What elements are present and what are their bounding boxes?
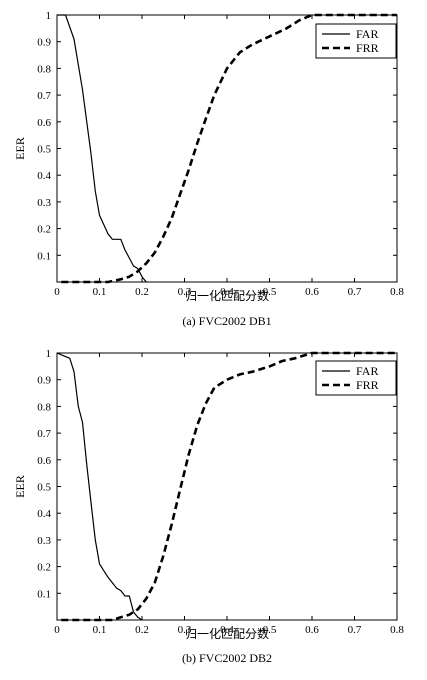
legend-box [315, 23, 397, 59]
y-tick-label: 0.3 [37, 535, 51, 547]
x-axis-label: 归一化匹配分数 [185, 626, 269, 641]
y-tick-label: 0.6 [37, 117, 51, 129]
y-tick-label: 1 [46, 10, 52, 22]
y-tick-label: 0.6 [37, 455, 51, 467]
x-tick-label: 0 [54, 286, 60, 298]
y-tick-label: 0.5 [37, 144, 51, 156]
x-tick-label: 0.4 [220, 286, 234, 298]
legend-label-frr: FRR [356, 41, 379, 55]
x-tick-label: 0.5 [263, 286, 277, 298]
x-tick-label: 0.2 [135, 286, 149, 298]
y-tick-label: 1 [46, 348, 52, 360]
x-tick-label: 0.1 [93, 286, 107, 298]
x-tick-label: 0.8 [390, 286, 404, 298]
x-tick-label: 0 [54, 624, 60, 636]
x-tick-label: 0.7 [348, 624, 362, 636]
y-tick-label: 0.8 [37, 63, 51, 75]
y-tick-label: 0.9 [37, 37, 51, 49]
x-tick-label: 0.4 [220, 624, 234, 636]
chart-panel-b: 0 0.1 0.2 0.3 0.4 0.5 0.6 0.7 0.8 0.1 0.2 0.3 0.4 0.5… [13, 348, 404, 665]
y-tick-label: 0.2 [37, 562, 51, 574]
y-tick-label: 0.7 [37, 90, 51, 102]
y-tick-label: 0.3 [37, 197, 51, 209]
y-tick-label: 0.1 [37, 588, 51, 600]
x-tick-label: 0.2 [135, 624, 149, 636]
x-tick-label: 0.8 [390, 624, 404, 636]
series-line-frr [61, 13, 397, 284]
y-tick-label: 0.7 [37, 428, 51, 440]
x-tick-label: 0.5 [263, 624, 277, 636]
figure-caption: (b) FVC2002 DB2 [182, 651, 272, 665]
x-tick-label: 0.3 [178, 624, 192, 636]
y-tick-label: 0.8 [37, 401, 51, 413]
legend-label-far: FAR [356, 364, 378, 378]
figure-caption: (a) FVC2002 DB1 [182, 314, 271, 328]
x-tick-label: 0.3 [178, 286, 192, 298]
y-tick-label: 0.9 [37, 375, 51, 387]
series-line-far [56, 352, 143, 621]
y-tick-label: 0.5 [37, 482, 51, 494]
y-axis-label: EER [13, 137, 27, 160]
legend-label-far: FAR [356, 27, 378, 41]
y-axis-label: EER [13, 475, 27, 498]
y-tick-label: 0.1 [37, 250, 51, 262]
series-line-frr [61, 351, 397, 622]
x-tick-label: 0.6 [305, 286, 319, 298]
y-tick-label: 0.2 [37, 224, 51, 236]
legend-box [315, 360, 397, 396]
series-line-far [57, 14, 147, 283]
x-tick-label: 0.1 [93, 624, 107, 636]
x-tick-label: 0.7 [348, 286, 362, 298]
y-tick-label: 0.4 [37, 170, 51, 182]
x-tick-label: 0.6 [305, 624, 319, 636]
legend-label-frr: FRR [356, 378, 379, 392]
y-tick-label: 0.4 [37, 508, 51, 520]
chart-panel-a: 0 0.1 0.2 0.3 0.4 0.5 0.6 0.7 0.8 0.1 0.2 0.3 0.4 0.5… [13, 10, 404, 328]
x-axis-label: 归一化匹配分数 [185, 288, 269, 303]
